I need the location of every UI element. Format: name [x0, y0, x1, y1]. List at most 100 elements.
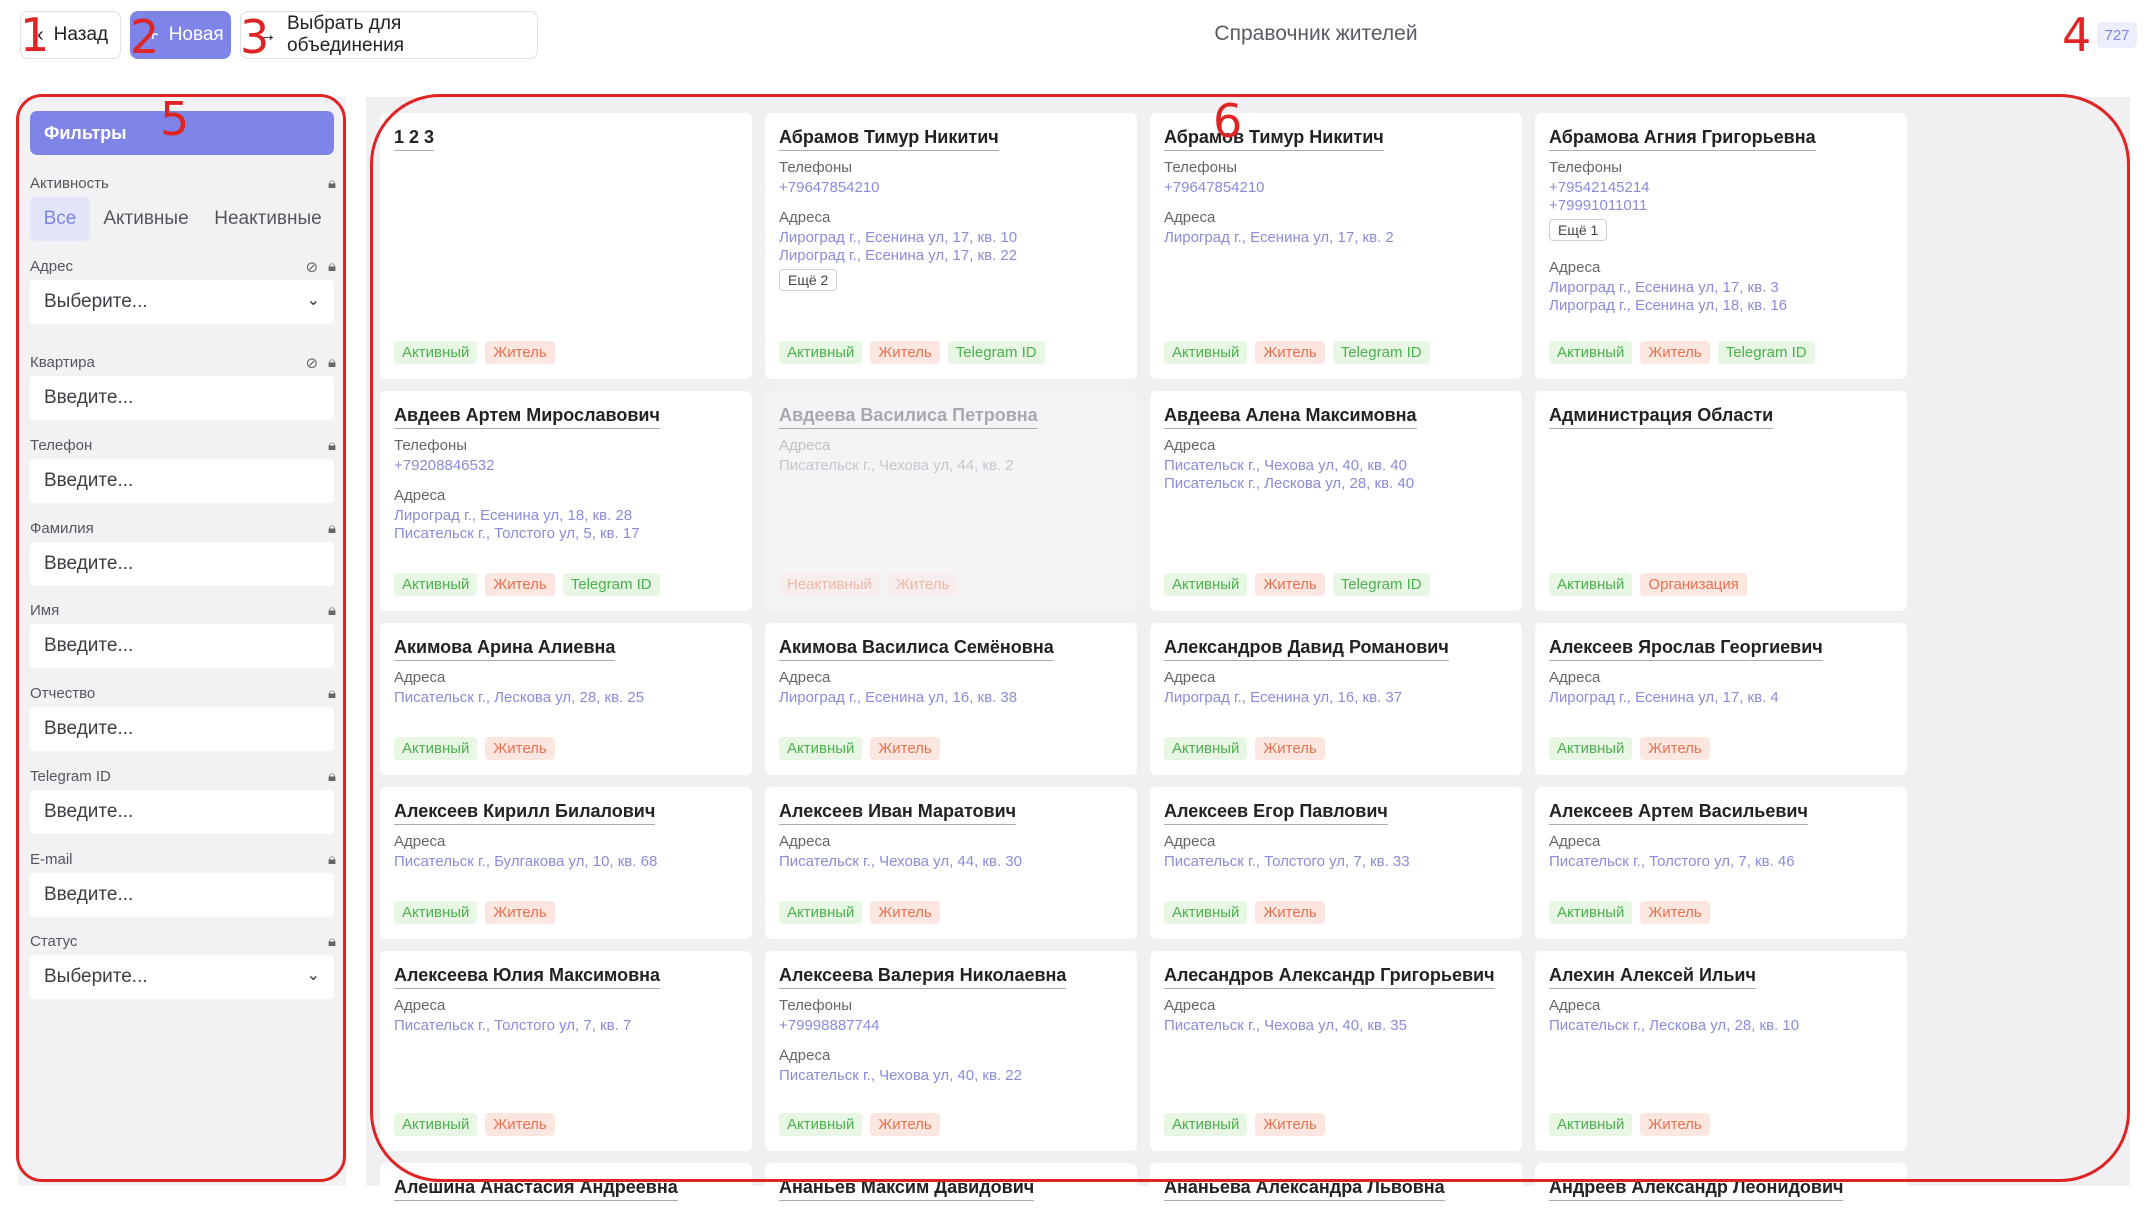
- resident-card[interactable]: Акимова Арина Алиевна Адреса Писательск г.…: [380, 623, 752, 775]
- address-value[interactable]: Писательск г., Толстого ул, 7, кв. 33: [1164, 853, 1410, 870]
- resident-card[interactable]: Ананьева Александра Львовна: [1150, 1163, 1522, 1223]
- lock-icon[interactable]: 🔒︎: [328, 258, 336, 275]
- patronymic-input[interactable]: Введите...: [30, 707, 334, 751]
- last-name-input[interactable]: Введите...: [30, 542, 334, 586]
- address-value[interactable]: Писательск г., Лескова ул, 28, кв. 10: [1549, 1017, 1800, 1034]
- address-value[interactable]: Лироград г., Есенина ул, 16, кв. 38: [779, 689, 1018, 706]
- resident-card[interactable]: Алексеев Егор Павлович Адреса Писательск г…: [1150, 787, 1522, 939]
- address-value[interactable]: Писательск г., Чехова ул, 40, кв. 40: [1164, 457, 1407, 474]
- lock-icon[interactable]: 🔒︎: [328, 437, 336, 454]
- address-value[interactable]: Лироград г., Есенина ул, 17, кв. 2: [1164, 229, 1394, 246]
- resident-name[interactable]: Акимова Василиса Семёновна: [779, 637, 1054, 661]
- resident-name[interactable]: Авдеев Артем Мирославович: [394, 405, 660, 429]
- resident-name[interactable]: Алехин Алексей Ильич: [1549, 965, 1756, 989]
- address-value[interactable]: Лироград г., Есенина ул, 18, кв. 16: [1549, 297, 1788, 314]
- address-value[interactable]: Писательск г., Чехова ул, 44, кв. 30: [779, 853, 1022, 870]
- resident-name[interactable]: Ананьева Александра Львовна: [1164, 1177, 1445, 1201]
- resident-name[interactable]: Абрамов Тимур Никитич: [1164, 127, 1384, 151]
- address-value[interactable]: Лироград г., Есенина ул, 18, кв. 28: [394, 507, 633, 524]
- show-more-phones-button[interactable]: Ещё 1: [1549, 219, 1608, 241]
- address-value[interactable]: Лироград г., Есенина ул, 16, кв. 37: [1164, 689, 1403, 706]
- resident-card[interactable]: 1 2 3 Активный Житель: [380, 113, 752, 379]
- resident-name[interactable]: Алексеев Егор Павлович: [1164, 801, 1388, 825]
- block-icon[interactable]: ⊘: [305, 259, 319, 276]
- show-more-addresses-button[interactable]: Ещё 2: [779, 269, 838, 291]
- address-value[interactable]: Лироград г., Есенина ул, 17, кв. 4: [1549, 689, 1779, 706]
- resident-name[interactable]: Авдеева Василиса Петровна: [779, 405, 1038, 429]
- address-value[interactable]: Лироград г., Есенина ул, 17, кв. 10: [779, 229, 1018, 246]
- resident-name[interactable]: Акимова Арина Алиевна: [394, 637, 616, 661]
- phone-value[interactable]: +79647854210: [1164, 179, 1265, 196]
- lock-icon[interactable]: 🔒︎: [328, 520, 336, 537]
- resident-card[interactable]: Алексеева Валерия Николаевна Телефоны +799…: [765, 951, 1137, 1151]
- resident-card[interactable]: Алехин Алексей Ильич Адреса Писательск г.,…: [1535, 951, 1907, 1151]
- address-value[interactable]: Писательск г., Толстого ул, 7, кв. 46: [1549, 853, 1795, 870]
- resident-name[interactable]: Алексеев Артем Васильевич: [1549, 801, 1808, 825]
- back-button[interactable]: ‹ Назад: [20, 11, 121, 59]
- resident-card[interactable]: Авдеев Артем Мирославович Телефоны +792088…: [380, 391, 752, 611]
- phone-value[interactable]: +79208846532: [394, 457, 495, 474]
- resident-name[interactable]: Алесандров Александр Григорьевич: [1164, 965, 1495, 989]
- address-value[interactable]: Лироград г., Есенина ул, 17, кв. 22: [779, 247, 1018, 264]
- phone-value[interactable]: +79647854210: [779, 179, 880, 196]
- resident-card[interactable]: Алексеева Юлия Максимовна Адреса Писательс…: [380, 951, 752, 1151]
- phone-value[interactable]: +79998887744: [779, 1017, 880, 1034]
- address-value[interactable]: Писательск г., Чехова ул, 40, кв. 22: [779, 1067, 1022, 1084]
- address-value[interactable]: Писательск г., Лескова ул, 28, кв. 40: [1164, 475, 1415, 492]
- resident-card[interactable]: Алешина Анастасия Андреевна: [380, 1163, 752, 1223]
- phone-value[interactable]: +79542145214: [1549, 179, 1650, 196]
- new-button[interactable]: + Новая: [130, 11, 231, 59]
- resident-card[interactable]: Авдеева Алена Максимовна Адреса Писательск…: [1150, 391, 1522, 611]
- lock-icon[interactable]: 🔒︎: [328, 175, 336, 192]
- resident-card[interactable]: Алексеев Иван Маратович Адреса Писательск …: [765, 787, 1137, 939]
- resident-card[interactable]: Алесандров Александр Григорьевич Адреса Пи…: [1150, 951, 1522, 1151]
- resident-card[interactable]: Авдеева Василиса Петровна Адреса Писательс…: [765, 391, 1137, 611]
- filters-header[interactable]: Фильтры: [30, 111, 334, 155]
- lock-icon[interactable]: 🔒︎: [328, 685, 336, 702]
- apartment-input[interactable]: Введите...: [30, 376, 334, 420]
- address-value[interactable]: Писательск г., Чехова ул, 40, кв. 35: [1164, 1017, 1407, 1034]
- resident-name[interactable]: Абрамова Агния Григорьевна: [1549, 127, 1816, 151]
- resident-card[interactable]: Александров Давид Романович Адреса Лирогра…: [1150, 623, 1522, 775]
- lock-icon[interactable]: 🔒︎: [328, 768, 336, 785]
- lock-icon[interactable]: 🔒︎: [328, 851, 336, 868]
- resident-card[interactable]: Андреев Александр Леонидович: [1535, 1163, 1907, 1223]
- resident-name[interactable]: Алексеев Ярослав Георгиевич: [1549, 637, 1823, 661]
- email-input[interactable]: Введите...: [30, 873, 334, 917]
- activity-option-active[interactable]: Активные: [103, 208, 189, 229]
- first-name-input[interactable]: Введите...: [30, 624, 334, 668]
- resident-name[interactable]: Алексеева Юлия Максимовна: [394, 965, 661, 989]
- address-value[interactable]: Лироград г., Есенина ул, 17, кв. 3: [1549, 279, 1779, 296]
- resident-card[interactable]: Абрамов Тимур Никитич Телефоны +7964785421…: [765, 113, 1137, 379]
- activity-option-all[interactable]: Все: [30, 197, 90, 241]
- resident-card[interactable]: Алексеев Артем Васильевич Адреса Писательс…: [1535, 787, 1907, 939]
- resident-name[interactable]: Алексеев Иван Маратович: [779, 801, 1017, 825]
- resident-card[interactable]: Абрамов Тимур Никитич Телефоны +7964785421…: [1150, 113, 1522, 379]
- resident-card[interactable]: Абрамова Агния Григорьевна Телефоны +79542…: [1535, 113, 1907, 379]
- phone-input[interactable]: Введите...: [30, 459, 334, 503]
- address-value[interactable]: Писательск г., Толстого ул, 5, кв. 17: [394, 525, 640, 542]
- resident-name[interactable]: Андреев Александр Леонидович: [1549, 1177, 1844, 1201]
- activity-option-inactive[interactable]: Неактивные: [214, 208, 322, 229]
- resident-card[interactable]: Администрация Области Активный Организация: [1535, 391, 1907, 611]
- resident-name[interactable]: Ананьев Максим Давидович: [779, 1177, 1035, 1201]
- resident-card[interactable]: Алексеев Кирилл Билалович Адреса Писательс…: [380, 787, 752, 939]
- lock-icon[interactable]: 🔒︎: [328, 602, 336, 619]
- resident-name[interactable]: Администрация Области: [1549, 405, 1774, 429]
- address-select[interactable]: Выберите... ⌄: [30, 280, 334, 324]
- resident-name[interactable]: 1 2 3: [394, 127, 435, 151]
- status-select[interactable]: Выберите... ⌄: [30, 955, 334, 999]
- address-value[interactable]: Писательск г., Булгакова ул, 10, кв. 68: [394, 853, 658, 870]
- resident-name[interactable]: Абрамов Тимур Никитич: [779, 127, 999, 151]
- resident-card[interactable]: Ананьев Максим Давидович: [765, 1163, 1137, 1223]
- resident-card[interactable]: Алексеев Ярослав Георгиевич Адреса Лирогра…: [1535, 623, 1907, 775]
- address-value[interactable]: Писательск г., Чехова ул, 44, кв. 2: [779, 457, 1014, 474]
- address-value[interactable]: Писательск г., Толстого ул, 7, кв. 7: [394, 1017, 632, 1034]
- resident-name[interactable]: Алексеева Валерия Николаевна: [779, 965, 1067, 989]
- select-for-merge-button[interactable]: → Выбрать для объединения: [240, 11, 538, 59]
- phone-value[interactable]: +79991011011: [1549, 197, 1648, 214]
- resident-name[interactable]: Авдеева Алена Максимовна: [1164, 405, 1417, 429]
- resident-card[interactable]: Акимова Василиса Семёновна Адреса Лироград…: [765, 623, 1137, 775]
- address-value[interactable]: Писательск г., Лескова ул, 28, кв. 25: [394, 689, 645, 706]
- block-icon[interactable]: ⊘: [305, 355, 319, 372]
